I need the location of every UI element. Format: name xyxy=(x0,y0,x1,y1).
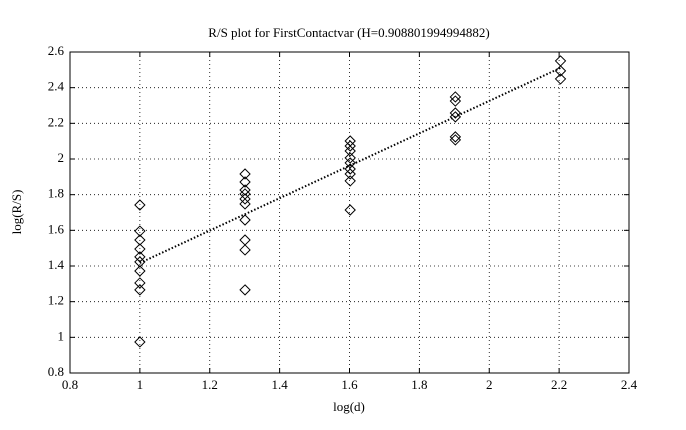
data-point xyxy=(134,256,146,268)
data-point xyxy=(554,65,567,77)
fit-line xyxy=(139,66,561,264)
x-tick-label: 2.4 xyxy=(621,377,638,392)
y-tick-label: 2.2 xyxy=(48,114,64,129)
y-tick-label: 2.6 xyxy=(48,43,65,58)
data-point xyxy=(239,284,251,296)
data-point xyxy=(239,168,251,180)
x-axis-label: log(d) xyxy=(333,399,365,414)
y-tick-label: 1.2 xyxy=(48,293,64,308)
data-point xyxy=(344,140,356,152)
y-tick-label: 1.8 xyxy=(48,186,64,201)
data-point xyxy=(344,152,356,164)
y-tick-label: 1.4 xyxy=(48,257,65,272)
x-tick-label: 1 xyxy=(137,377,144,392)
data-point xyxy=(239,193,251,205)
data-point xyxy=(344,168,356,180)
x-tick-label: 1.4 xyxy=(272,377,289,392)
plot-frame xyxy=(69,51,630,374)
data-point xyxy=(554,73,567,85)
data-point xyxy=(449,95,462,107)
data-point xyxy=(134,265,146,277)
y-tick-label: 2.4 xyxy=(48,79,65,94)
data-point xyxy=(134,225,146,237)
data-point xyxy=(449,134,462,146)
x-tick-label: 2 xyxy=(486,377,493,392)
data-point xyxy=(134,199,146,211)
x-tick-label: 2.2 xyxy=(551,377,567,392)
data-point xyxy=(449,91,462,103)
data-point xyxy=(134,234,146,246)
data-point xyxy=(344,145,356,157)
data-point xyxy=(344,157,356,169)
x-tick-label: 1.6 xyxy=(341,377,358,392)
data-point xyxy=(239,214,251,226)
data-point xyxy=(449,107,462,119)
data-point xyxy=(449,131,462,143)
x-tick-label: 0.8 xyxy=(62,377,78,392)
x-tick-label: 1.8 xyxy=(411,377,427,392)
data-point xyxy=(134,336,146,348)
data-point xyxy=(239,184,251,196)
data-point xyxy=(134,243,146,255)
data-point xyxy=(344,175,356,187)
data-point xyxy=(344,204,356,216)
y-tick-label: 1.6 xyxy=(48,221,65,236)
data-point xyxy=(239,176,251,188)
chart-title: R/S plot for FirstContactvar (H=0.908801… xyxy=(208,25,489,40)
data-point xyxy=(239,198,251,210)
y-tick-label: 2 xyxy=(58,150,65,165)
y-tick-label: 0.8 xyxy=(48,364,64,379)
data-point xyxy=(134,277,146,289)
x-tick-label: 1.2 xyxy=(202,377,218,392)
y-axis-label: log(R/S) xyxy=(9,190,24,235)
y-tick-label: 1 xyxy=(58,328,65,343)
data-point xyxy=(134,284,146,296)
data-point xyxy=(239,244,251,256)
